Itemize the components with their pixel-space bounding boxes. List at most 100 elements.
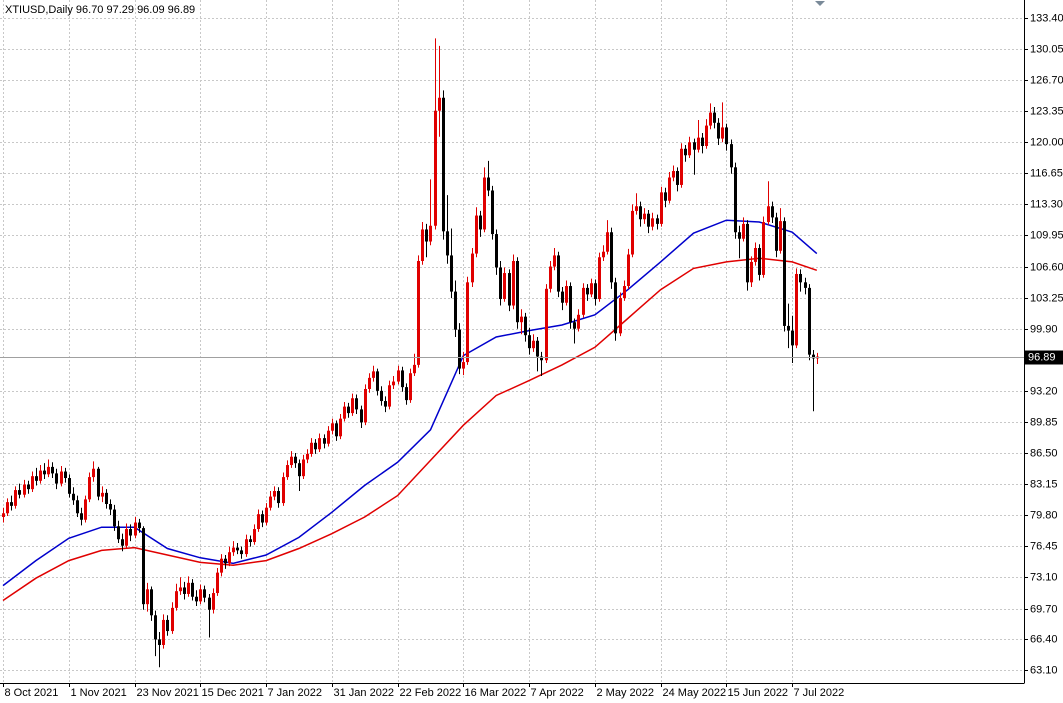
candle-body	[327, 430, 330, 444]
candle-body	[183, 587, 186, 594]
candle-body	[409, 373, 412, 401]
candle-body	[43, 470, 46, 475]
candle-body	[454, 291, 457, 330]
candle-body	[775, 217, 778, 251]
candle-body	[121, 539, 124, 546]
candle-body	[610, 232, 613, 283]
candle-body	[623, 286, 626, 299]
candle-body	[154, 615, 157, 640]
candle-body	[762, 222, 765, 275]
candle-body	[434, 110, 437, 226]
y-tick-label: 66.40	[1030, 633, 1058, 645]
candle-body	[450, 255, 453, 292]
candle-body	[487, 177, 490, 191]
candle-body	[84, 499, 87, 520]
candle-body	[631, 210, 634, 255]
candle-body	[228, 552, 231, 564]
candle-body	[166, 619, 169, 632]
candle-body	[18, 490, 21, 495]
y-tick-label: 103.25	[1030, 292, 1063, 304]
x-tick-label: 22 Feb 2022	[400, 687, 462, 699]
candle-body	[709, 112, 712, 126]
candle-body	[771, 206, 774, 218]
candle-body	[512, 260, 515, 306]
candle-body	[750, 261, 753, 283]
candle-body	[109, 503, 112, 510]
candle-body	[290, 456, 293, 466]
candle-body	[471, 253, 474, 283]
candle-body	[92, 468, 95, 478]
candle-body	[557, 255, 560, 292]
candle-body	[249, 539, 252, 543]
candle-body	[565, 286, 568, 303]
candle-body	[697, 137, 700, 150]
candle-body	[179, 587, 182, 592]
candle-body	[590, 283, 593, 295]
candle-body	[294, 456, 297, 464]
candle-body	[68, 478, 71, 494]
y-tick-label: 76.45	[1030, 540, 1058, 552]
candle-body	[401, 370, 404, 388]
chart-title: XTIUSD,Daily 96.70 97.29 96.09 96.89	[5, 4, 195, 16]
candle-body	[639, 206, 642, 220]
candle-body	[220, 558, 223, 573]
y-tick-label: 120.00	[1030, 136, 1063, 148]
x-tick-label: 24 May 2022	[663, 687, 727, 699]
candle-body	[577, 314, 580, 329]
candle-body	[232, 547, 235, 553]
candle-body	[664, 192, 667, 201]
candle-body	[31, 476, 34, 490]
candle-body	[783, 221, 786, 326]
candle-body	[520, 316, 523, 323]
y-tick-label: 86.50	[1030, 447, 1058, 459]
candle-body	[425, 229, 428, 242]
candle-body	[125, 529, 128, 546]
candle-body	[606, 232, 609, 252]
candle-body	[413, 364, 416, 374]
candle-body	[540, 356, 543, 361]
candle-body	[582, 287, 585, 315]
candle-body	[688, 142, 691, 156]
y-tick-label: 73.10	[1030, 571, 1058, 583]
candle-body	[195, 596, 198, 602]
x-tick-label: 8 Oct 2021	[5, 687, 59, 699]
candle-body	[101, 492, 104, 497]
y-tick-label: 113.30	[1030, 198, 1063, 210]
candle-body	[286, 465, 289, 478]
candle-body	[528, 335, 531, 349]
candle-body	[619, 298, 622, 334]
candle-body	[791, 330, 794, 346]
candle-body	[446, 231, 449, 256]
plot	[0, 38, 1024, 668]
y-tick-label: 116.65	[1030, 167, 1063, 179]
x-tick-label: 15 Jun 2022	[728, 687, 789, 699]
grid	[0, 0, 1024, 683]
candle-body	[417, 260, 420, 365]
candle-body	[536, 340, 539, 357]
y-tick-label: 109.95	[1030, 229, 1063, 241]
candle-body	[392, 381, 395, 386]
candle-body	[314, 442, 317, 450]
y-tick-label: 63.10	[1030, 664, 1058, 676]
candle-body	[376, 371, 379, 391]
candle-body	[656, 218, 659, 224]
candle-body	[339, 418, 342, 437]
x-tick-label: 1 Nov 2021	[71, 687, 127, 699]
candle-body	[549, 266, 552, 289]
x-tick-label: 15 Dec 2021	[202, 687, 264, 699]
candle-body	[269, 496, 272, 508]
y-tick-label: 69.70	[1030, 603, 1058, 615]
candle-body	[80, 513, 83, 520]
candle-body	[586, 287, 589, 295]
candle-body	[35, 476, 38, 481]
candle-body	[298, 463, 301, 477]
candle-body	[508, 273, 511, 306]
candle-body	[282, 477, 285, 504]
moving-average	[2, 257, 818, 602]
y-tick-label: 123.35	[1030, 105, 1063, 117]
candle-body	[212, 593, 215, 610]
candle-body	[405, 387, 408, 401]
candle-body	[2, 513, 5, 517]
y-tick-label: 79.80	[1030, 509, 1058, 521]
